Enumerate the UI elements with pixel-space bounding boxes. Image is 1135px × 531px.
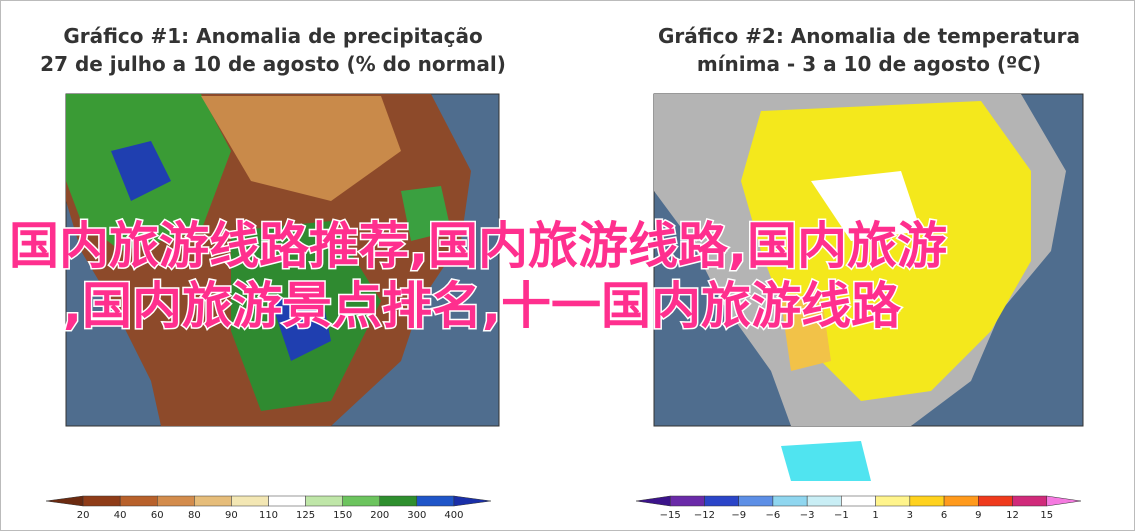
- colorbar-label: 12: [1006, 510, 1019, 521]
- colorbar-segment: [943, 495, 979, 507]
- colorbar-segment: [909, 495, 945, 507]
- panel-title: Gráfico #1: Anomalia de precipitação: [63, 24, 482, 48]
- colorbar-segment: [157, 495, 195, 507]
- colorbar-label: 3: [907, 510, 913, 521]
- colorbar-segment: [806, 495, 842, 507]
- colorbar-segment: [875, 495, 911, 507]
- colorbar-label: 150: [333, 510, 352, 521]
- colorbar-label: −12: [694, 510, 715, 521]
- colorbar-label: 60: [151, 510, 164, 521]
- colorbar-label: 400: [444, 510, 463, 521]
- colorbar-segment: [841, 495, 876, 507]
- colorbar-segment: [772, 495, 808, 507]
- colorbar-arrow: [453, 495, 492, 507]
- colorbar: 20 40 60 80 90 110 125 150 200 300 400: [45, 495, 492, 521]
- colorbar-label: −9: [731, 510, 746, 521]
- colorbar-segment: [416, 495, 455, 507]
- colorbar-arrow: [45, 495, 84, 507]
- colorbar-segment: [82, 495, 121, 507]
- colorbar-arrow: [635, 495, 671, 507]
- colorbar-label: 1: [872, 510, 878, 521]
- colorbar-label: 9: [975, 510, 981, 521]
- colorbar-label: 125: [296, 510, 315, 521]
- overlay-text: 国内旅游线路推荐,国内旅游线路,国内旅游: [9, 217, 947, 275]
- overlay-text: ,国内旅游景点排名,十一国内旅游线路: [63, 277, 902, 335]
- colorbar-segment: [342, 495, 380, 507]
- colorbar-label: 80: [188, 510, 201, 521]
- colorbar-label: 300: [407, 510, 426, 521]
- colorbar-segment: [305, 495, 343, 507]
- colorbar-label: 200: [370, 510, 389, 521]
- colorbar-label: −6: [766, 510, 781, 521]
- colorbar-segment: [704, 495, 739, 507]
- colorbar-label: 6: [941, 510, 947, 521]
- colorbar-segment: [379, 495, 418, 507]
- colorbar-label: 110: [259, 510, 278, 521]
- colorbar-label: 20: [77, 510, 90, 521]
- colorbar-label: −1: [834, 510, 849, 521]
- map-left: [65, 93, 500, 427]
- colorbar-segment: [194, 495, 232, 507]
- panel-subtitle: 27 de julho a 10 de agosto (% do normal): [40, 52, 506, 76]
- colorbar-segment: [268, 495, 306, 507]
- panel-subtitle: mínima - 3 a 10 de agosto (ºC): [697, 52, 1041, 76]
- colorbar-segment: [1012, 495, 1048, 507]
- colorbar-arrow: [1046, 495, 1082, 507]
- colorbar-label: −15: [660, 510, 681, 521]
- map-right: [653, 93, 1084, 481]
- colorbar: −15 −12 −9 −6 −3 −1 1 3 6 9 12 15: [635, 495, 1082, 521]
- colorbar-segment: [738, 495, 774, 507]
- colorbar-segment: [231, 495, 269, 507]
- colorbar-label: 15: [1040, 510, 1053, 521]
- colorbar-segment: [669, 495, 705, 507]
- colorbar-label: −3: [800, 510, 815, 521]
- colorbar-label: 40: [114, 510, 127, 521]
- colorbar-segment: [119, 495, 158, 507]
- colorbar-label: 90: [225, 510, 238, 521]
- panel-title: Gráfico #2: Anomalia de temperatura: [658, 24, 1080, 48]
- colorbar-segment: [978, 495, 1013, 507]
